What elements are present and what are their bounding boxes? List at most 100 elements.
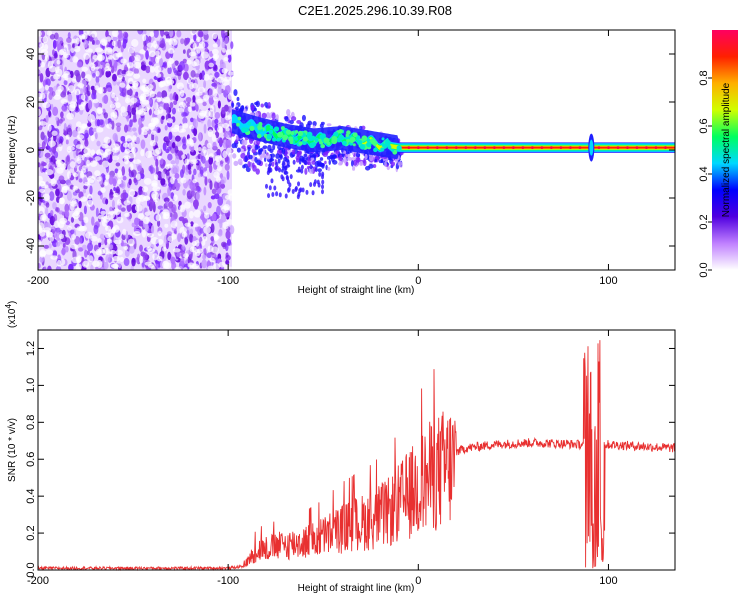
noise-cell [88, 127, 94, 136]
noise-gap [58, 197, 65, 205]
noise-gap [64, 72, 69, 81]
noise-cell [226, 170, 230, 181]
signal-blob [369, 138, 376, 145]
tail-cell [288, 182, 292, 188]
snr-x-tick-label: -200 [27, 575, 49, 587]
noise-cell [55, 266, 62, 270]
noise-cell [61, 104, 65, 111]
noise-cell [199, 228, 204, 234]
noise-cell [38, 142, 41, 148]
noise-cell [38, 146, 41, 156]
noise-gap [155, 55, 162, 60]
noise-gap [209, 105, 215, 112]
noise-cell [94, 132, 98, 140]
noise-cell [105, 30, 109, 38]
noise-gap [76, 255, 82, 263]
noise-cell [168, 131, 173, 141]
noise-gap [178, 101, 186, 108]
noise-gap [134, 54, 141, 62]
noise-cell [52, 202, 57, 210]
noise-gap [131, 39, 139, 48]
transition-cell [364, 153, 368, 160]
noise-cell [128, 245, 135, 254]
transition-cell [260, 103, 264, 108]
noise-cell [186, 229, 190, 240]
signal-blob [309, 142, 316, 149]
noise-cell [198, 131, 202, 142]
noise-cell [130, 265, 134, 270]
noise-gap [55, 89, 61, 97]
transition-cell [284, 116, 289, 122]
noise-cell [173, 100, 178, 106]
spectrogram-y-tick-label: -20 [25, 190, 37, 206]
noise-cell [123, 31, 128, 38]
noise-gap [79, 104, 85, 111]
signal-blob [331, 138, 338, 145]
noise-gap [72, 172, 79, 178]
noise-cell [54, 32, 59, 40]
noise-gap [45, 169, 54, 176]
noise-cell [179, 61, 185, 71]
transition-cell [241, 145, 246, 149]
snr-panel: -200 -100 0 100 0.0 0.2 0.4 0.6 0.8 1.0 1.2 Height… [4, 301, 676, 594]
noise-gap [166, 79, 175, 85]
snr-frame [37, 329, 676, 571]
noise-gap [105, 36, 112, 42]
transition-cell [326, 123, 332, 127]
transition-cell [319, 157, 324, 161]
noise-cell [156, 91, 162, 99]
noise-gap [221, 79, 230, 86]
noise-gap [95, 47, 103, 53]
signal-peak-dot [645, 146, 648, 150]
transition-cell [265, 154, 271, 160]
noise-gap [131, 135, 137, 143]
noise-cell [207, 201, 212, 209]
noise-gap [152, 186, 161, 192]
noise-gap [66, 112, 75, 120]
noise-gap [192, 178, 198, 184]
noise-gap [189, 246, 197, 253]
noise-cell [226, 238, 232, 246]
transition-cell [345, 151, 350, 155]
noise-cell [56, 133, 60, 142]
noise-cell [187, 164, 192, 171]
noise-gap [124, 148, 131, 154]
noise-cell [216, 205, 221, 216]
noise-cell [105, 118, 109, 125]
noise-cell [128, 126, 133, 133]
noise-gap [154, 65, 162, 74]
transition-cell [282, 160, 286, 167]
spectrogram-cells [38, 30, 675, 270]
noise-cell [210, 236, 215, 242]
noise-gap [43, 227, 52, 233]
snr-y-scale: (x104) [4, 301, 18, 328]
noise-cell [171, 142, 176, 149]
noise-gap [155, 214, 162, 222]
noise-cell [48, 147, 53, 152]
tail-cell [318, 171, 322, 177]
noise-gap [176, 82, 184, 90]
noise-cell [83, 185, 88, 190]
noise-cell [167, 153, 173, 161]
signal-blob [285, 129, 292, 135]
noise-cell [66, 190, 72, 201]
snr-y-tick-label: 0.4 [25, 489, 37, 504]
noise-gap [94, 85, 100, 91]
colorbar-tick-label: 0.4 [698, 166, 710, 181]
noise-gap [180, 128, 187, 133]
noise-cell [133, 177, 138, 184]
noise-gap [225, 127, 230, 132]
noise-gap [38, 206, 45, 215]
noise-gap [156, 255, 163, 262]
noise-cell [122, 242, 128, 247]
noise-cell [220, 183, 226, 189]
snr-y-scale-exponent: 4 [4, 304, 13, 309]
noise-gap [45, 249, 54, 255]
noise-cell [45, 202, 50, 208]
noise-gap [94, 156, 102, 161]
noise-cell [54, 151, 59, 159]
noise-cell [98, 241, 102, 248]
noise-cell [58, 175, 65, 183]
noise-cell [221, 176, 227, 184]
transition-cell [314, 160, 320, 168]
